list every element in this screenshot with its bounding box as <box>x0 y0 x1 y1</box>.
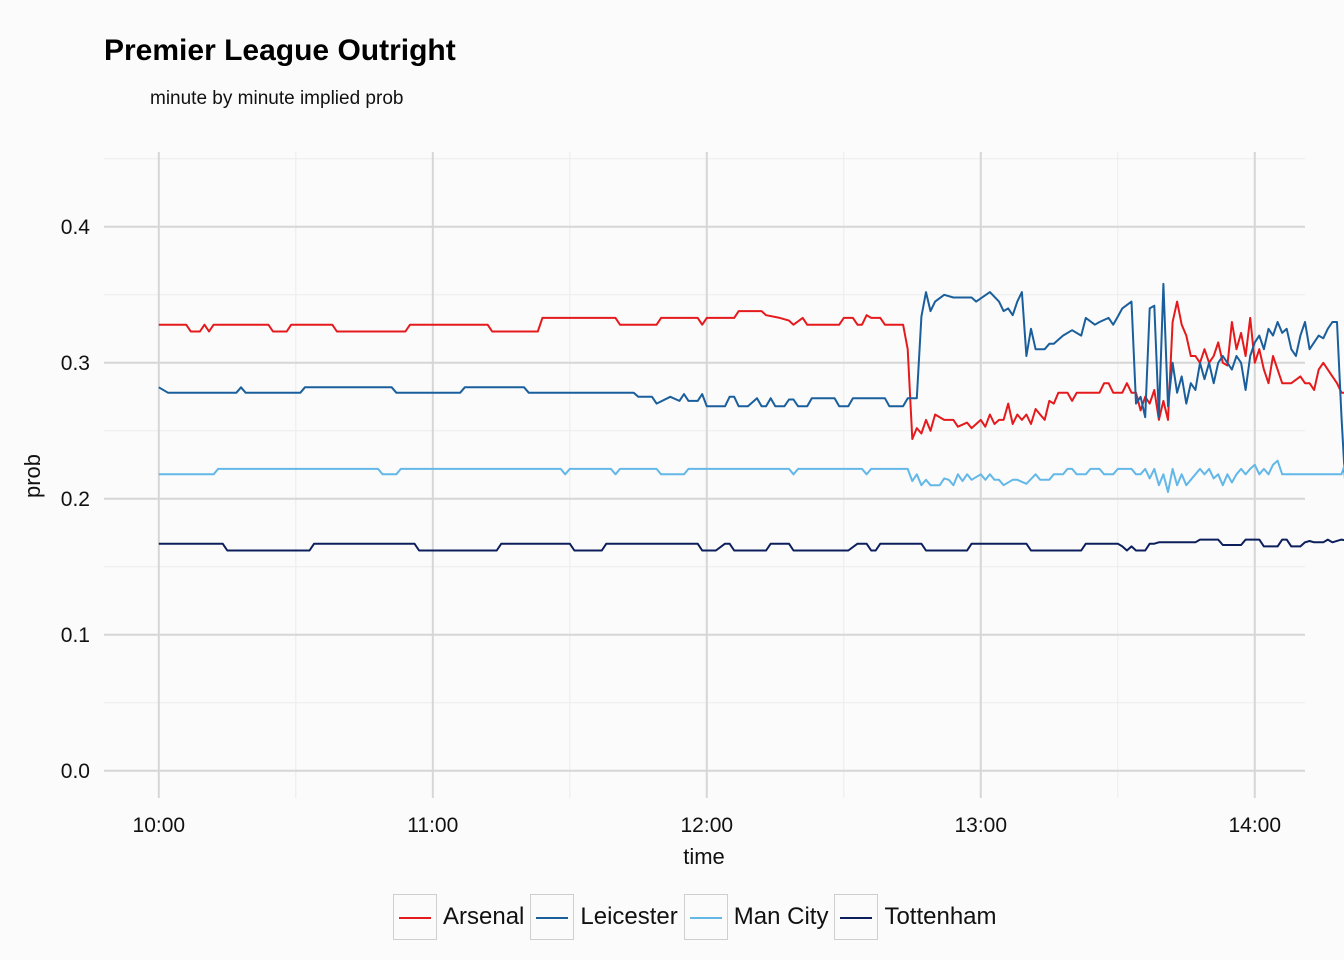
legend-label: Leicester <box>580 903 678 930</box>
x-axis-title: time <box>683 844 725 869</box>
y-axis-title: prob <box>20 454 45 498</box>
legend-label: Tottenham <box>884 903 997 930</box>
legend-label: Arsenal <box>443 903 525 930</box>
major-gridlines <box>104 152 1305 798</box>
legend-key-man-city <box>683 894 728 940</box>
series-line-arsenal <box>158 300 1344 440</box>
series-line-tottenham <box>158 538 1344 552</box>
legend-swatch <box>399 917 431 919</box>
y-tick-label: 0.4 <box>61 216 91 239</box>
legend-key-arsenal <box>393 894 437 940</box>
y-tick-label: 0.1 <box>61 624 90 647</box>
legend-key-leicester <box>530 894 575 940</box>
x-tick-label: 10:00 <box>133 814 186 837</box>
y-axis-tick-labels: 0.0 0.1 0.2 0.3 0.4 <box>61 216 91 783</box>
y-tick-label: 0.2 <box>61 488 90 511</box>
x-tick-label: 14:00 <box>1228 814 1281 837</box>
y-tick-label: 0.3 <box>61 352 90 375</box>
legend: Arsenal Leicester Man City Tottenham <box>393 892 1003 942</box>
chart-subtitle: minute by minute implied prob <box>150 88 404 109</box>
series-line-man-city <box>158 459 1344 493</box>
minor-gridlines <box>104 152 1305 798</box>
y-tick-label: 0.0 <box>61 760 90 783</box>
series-line-leicester <box>158 282 1344 480</box>
legend-item-man-city: Man City <box>683 894 829 940</box>
legend-label: Man City <box>733 903 829 930</box>
x-tick-label: 12:00 <box>681 814 734 837</box>
legend-swatch <box>689 917 722 919</box>
chart-title: Premier League Outright <box>104 34 456 67</box>
legend-key-tottenham <box>834 894 879 940</box>
legend-item-arsenal: Arsenal <box>393 894 524 940</box>
x-tick-label: 13:00 <box>954 814 1007 837</box>
legend-item-leicester: Leicester <box>530 894 678 940</box>
legend-item-tottenham: Tottenham <box>834 894 997 940</box>
x-tick-label: 11:00 <box>407 814 458 837</box>
legend-swatch <box>840 917 873 919</box>
x-axis-tick-labels: 10:00 11:00 12:00 13:00 14:00 <box>133 814 1282 837</box>
series-layer <box>158 282 1344 552</box>
legend-swatch <box>536 917 569 919</box>
